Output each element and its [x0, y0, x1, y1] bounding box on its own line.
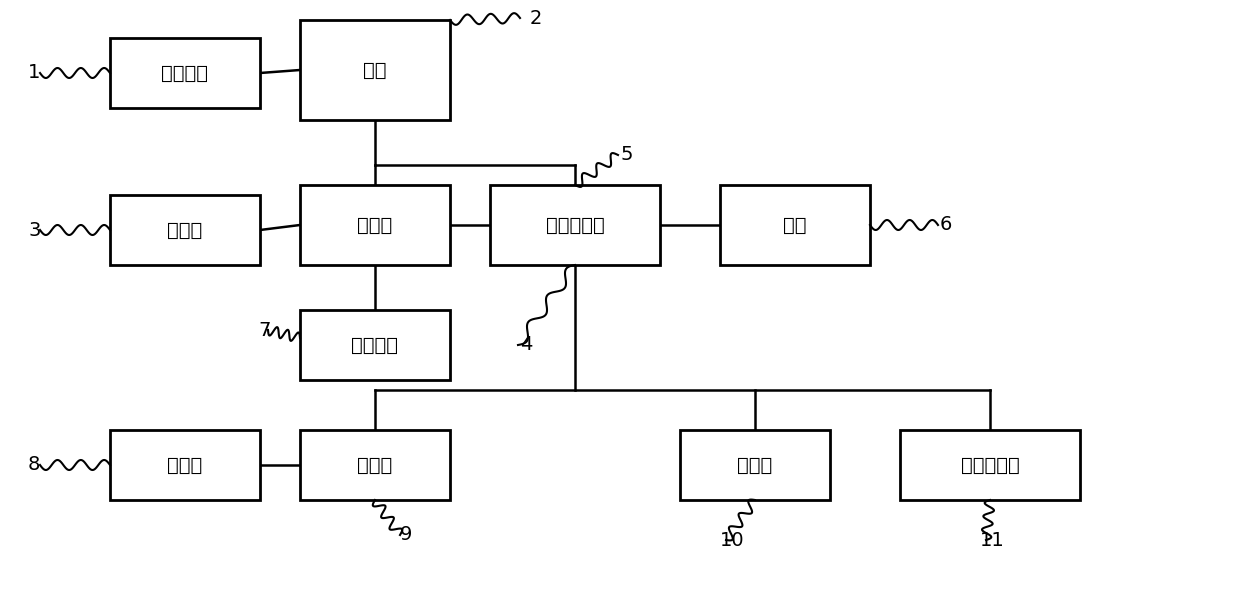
Bar	[110, 430, 260, 500]
Text: 油门踏板: 油门踏板	[351, 335, 398, 355]
Text: 8: 8	[29, 456, 41, 474]
Text: 6: 6	[940, 215, 952, 234]
Bar	[720, 185, 870, 265]
Bar	[300, 185, 450, 265]
Text: 触发器: 触发器	[167, 221, 202, 240]
Text: 9: 9	[401, 526, 413, 545]
Text: 刹车反馈器: 刹车反馈器	[961, 456, 1019, 474]
Text: 电力控制器: 电力控制器	[546, 215, 604, 234]
Bar	[680, 430, 830, 500]
Text: 10: 10	[720, 530, 745, 550]
Bar	[110, 195, 260, 265]
Text: 2: 2	[529, 8, 542, 28]
Text: 7: 7	[258, 321, 270, 340]
Text: 3: 3	[29, 221, 41, 240]
Bar	[900, 430, 1080, 500]
Text: 同步器: 同步器	[357, 215, 393, 234]
Text: 电池: 电池	[363, 60, 387, 80]
Text: 检样器: 检样器	[167, 456, 202, 474]
Bar	[300, 310, 450, 380]
Text: 4: 4	[520, 335, 532, 355]
Text: 电机: 电机	[784, 215, 807, 234]
Bar	[110, 38, 260, 108]
Text: 平衡器: 平衡器	[357, 456, 393, 474]
Text: 11: 11	[980, 530, 1004, 550]
Bar	[490, 185, 660, 265]
Bar	[300, 20, 450, 120]
Text: 1: 1	[29, 63, 41, 83]
Text: 控制开关: 控制开关	[161, 63, 208, 83]
Text: 限速器: 限速器	[738, 456, 773, 474]
Bar	[300, 430, 450, 500]
Text: 5: 5	[620, 145, 632, 164]
